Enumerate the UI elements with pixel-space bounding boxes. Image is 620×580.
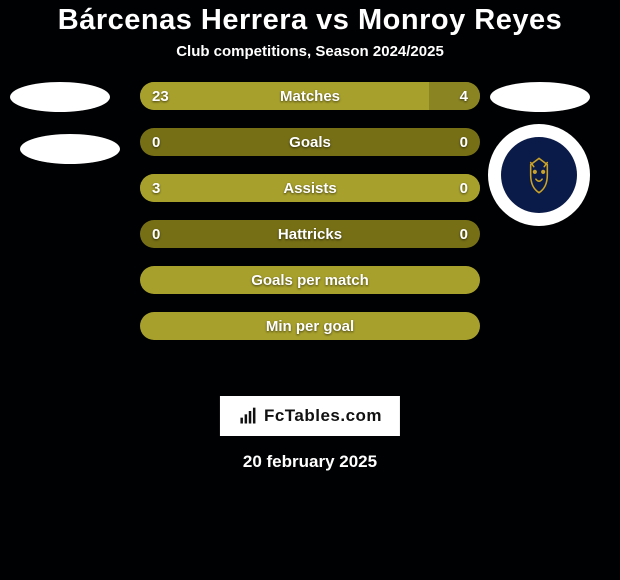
comparison-stage: Matches234Goals00Assists30Hattricks00Goa…: [0, 82, 620, 382]
stat-row-goals-per-match: Goals per match: [140, 266, 480, 294]
date-text: 20 february 2025: [0, 452, 620, 472]
stat-right-value: 0: [460, 174, 468, 202]
puma-face-icon: [513, 149, 565, 201]
stat-left-value: 0: [152, 128, 160, 156]
stat-right-value: 4: [460, 82, 468, 110]
subtitle: Club competitions, Season 2024/2025: [0, 43, 620, 60]
chart-icon: [238, 406, 258, 426]
stat-right-value: 0: [460, 128, 468, 156]
stat-row-goals: Goals0 0: [140, 128, 480, 156]
stat-left-value: 3: [152, 174, 160, 202]
stat-row-min-per-goal: Min per goal: [140, 312, 480, 340]
brand-watermark: FcTables.com: [220, 396, 400, 436]
stat-left-value: 23: [152, 82, 169, 110]
stat-row-hattricks: Hattricks0 0: [140, 220, 480, 248]
stat-label: Assists: [140, 174, 480, 202]
club-badge-inner: [501, 137, 577, 213]
stat-left-value: 0: [152, 220, 160, 248]
stat-label: Goals: [140, 128, 480, 156]
stat-label: Matches: [140, 82, 480, 110]
player-right-photo-placeholder: [490, 82, 590, 112]
page-title: Bárcenas Herrera vs Monroy Reyes: [0, 0, 620, 37]
player-left-photo-placeholder: [10, 82, 110, 112]
stat-row-assists: Assists3 0: [140, 174, 480, 202]
player-right-club-badge: [488, 124, 590, 226]
stat-right-value: 0: [460, 220, 468, 248]
player-left-club-placeholder: [20, 134, 120, 164]
stat-label: Hattricks: [140, 220, 480, 248]
brand-text: FcTables.com: [264, 406, 382, 426]
stat-row-matches: Matches23 4: [140, 82, 480, 110]
